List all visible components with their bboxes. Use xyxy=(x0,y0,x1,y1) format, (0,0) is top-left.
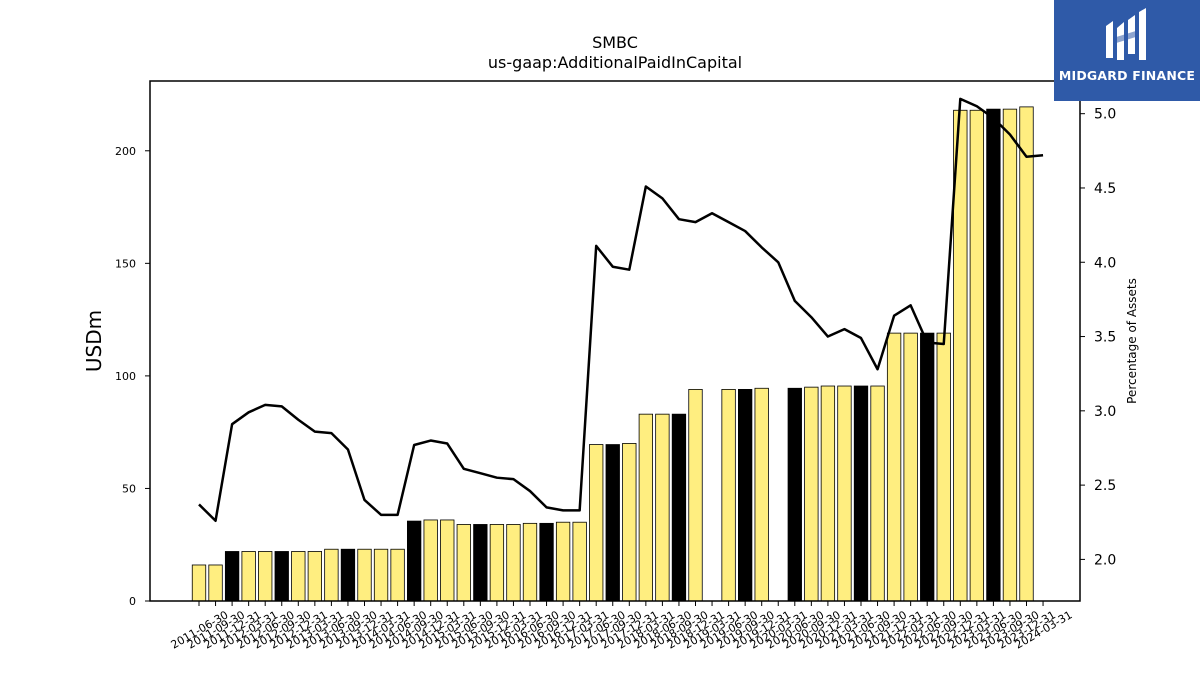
bar xyxy=(886,332,902,602)
bar xyxy=(589,444,604,602)
series-line xyxy=(198,97,1044,523)
bar xyxy=(738,388,753,602)
bar xyxy=(655,413,670,602)
bar xyxy=(804,386,819,602)
bar xyxy=(638,413,653,602)
bar xyxy=(572,521,587,602)
y2-tick-label: 4.0 xyxy=(1094,255,1116,271)
bar xyxy=(489,524,505,602)
line-layer xyxy=(198,97,1044,523)
bar xyxy=(920,332,935,602)
bar xyxy=(522,522,538,602)
bar xyxy=(555,521,571,602)
midgard-finance-logo: MIDGARD FINANCE xyxy=(1054,0,1200,101)
y2-tick-label: 3.5 xyxy=(1094,330,1116,346)
bar xyxy=(539,522,554,602)
bar xyxy=(258,551,273,602)
y-axis-left: 0 50 100 150 200 xyxy=(115,145,150,608)
bar xyxy=(754,387,769,602)
chart-title: SMBC xyxy=(592,33,638,52)
bar xyxy=(506,524,521,602)
bar xyxy=(473,524,488,602)
y-tick-label: 100 xyxy=(115,370,136,383)
bar xyxy=(721,388,736,602)
bar xyxy=(837,385,852,602)
bar xyxy=(191,564,207,602)
y2-tick-label: 2.5 xyxy=(1094,478,1116,494)
bar xyxy=(340,548,356,602)
y2-tick-label: 2.0 xyxy=(1094,552,1116,568)
bar xyxy=(224,551,240,602)
bar xyxy=(1019,106,1034,602)
bar xyxy=(208,564,223,602)
bar xyxy=(903,332,918,602)
plot-frame xyxy=(149,80,1081,602)
bar xyxy=(688,388,703,602)
bar xyxy=(787,387,802,602)
y2-axis-label: Percentage of Assets xyxy=(1125,278,1139,404)
bar xyxy=(986,108,1001,602)
y2-tick-label: 3.0 xyxy=(1094,404,1116,420)
y2-tick-label: 4.5 xyxy=(1094,181,1116,197)
y-axis-right: 2.0 2.5 3.0 3.5 4.0 4.5 5.0 xyxy=(1080,107,1116,568)
bar xyxy=(622,443,637,602)
bar xyxy=(969,109,984,602)
bar xyxy=(373,548,389,602)
bar xyxy=(423,519,438,602)
bar xyxy=(853,385,869,602)
bar xyxy=(291,551,306,602)
chart-subtitle: us-gaap:AdditionalPaidInCapital xyxy=(488,53,742,72)
bar xyxy=(456,524,471,602)
y-tick-label: 0 xyxy=(129,595,136,608)
bar xyxy=(671,413,687,602)
y-tick-label: 150 xyxy=(115,257,136,270)
bar xyxy=(870,385,885,602)
mf-logo-icon xyxy=(1106,8,1146,60)
bar xyxy=(820,385,836,602)
y-tick-label: 200 xyxy=(115,145,136,158)
bar xyxy=(936,332,951,602)
logo-text: MIDGARD FINANCE xyxy=(1058,68,1196,83)
bar xyxy=(390,548,405,602)
x-axis: 2011-06-302011-09-302011-12-312012-03-31… xyxy=(169,601,1075,652)
bar xyxy=(357,548,372,602)
bar xyxy=(274,551,289,602)
bar xyxy=(440,519,455,602)
bar xyxy=(241,551,256,602)
y2-tick-label: 5.0 xyxy=(1094,107,1116,123)
y-axis-label: USDm xyxy=(82,310,106,372)
bar xyxy=(1002,108,1018,602)
bar xyxy=(406,520,422,602)
y-tick-label: 50 xyxy=(122,482,136,495)
bar xyxy=(307,551,323,602)
bar xyxy=(605,444,620,602)
bar xyxy=(324,548,339,602)
bar-layer xyxy=(191,106,1034,602)
